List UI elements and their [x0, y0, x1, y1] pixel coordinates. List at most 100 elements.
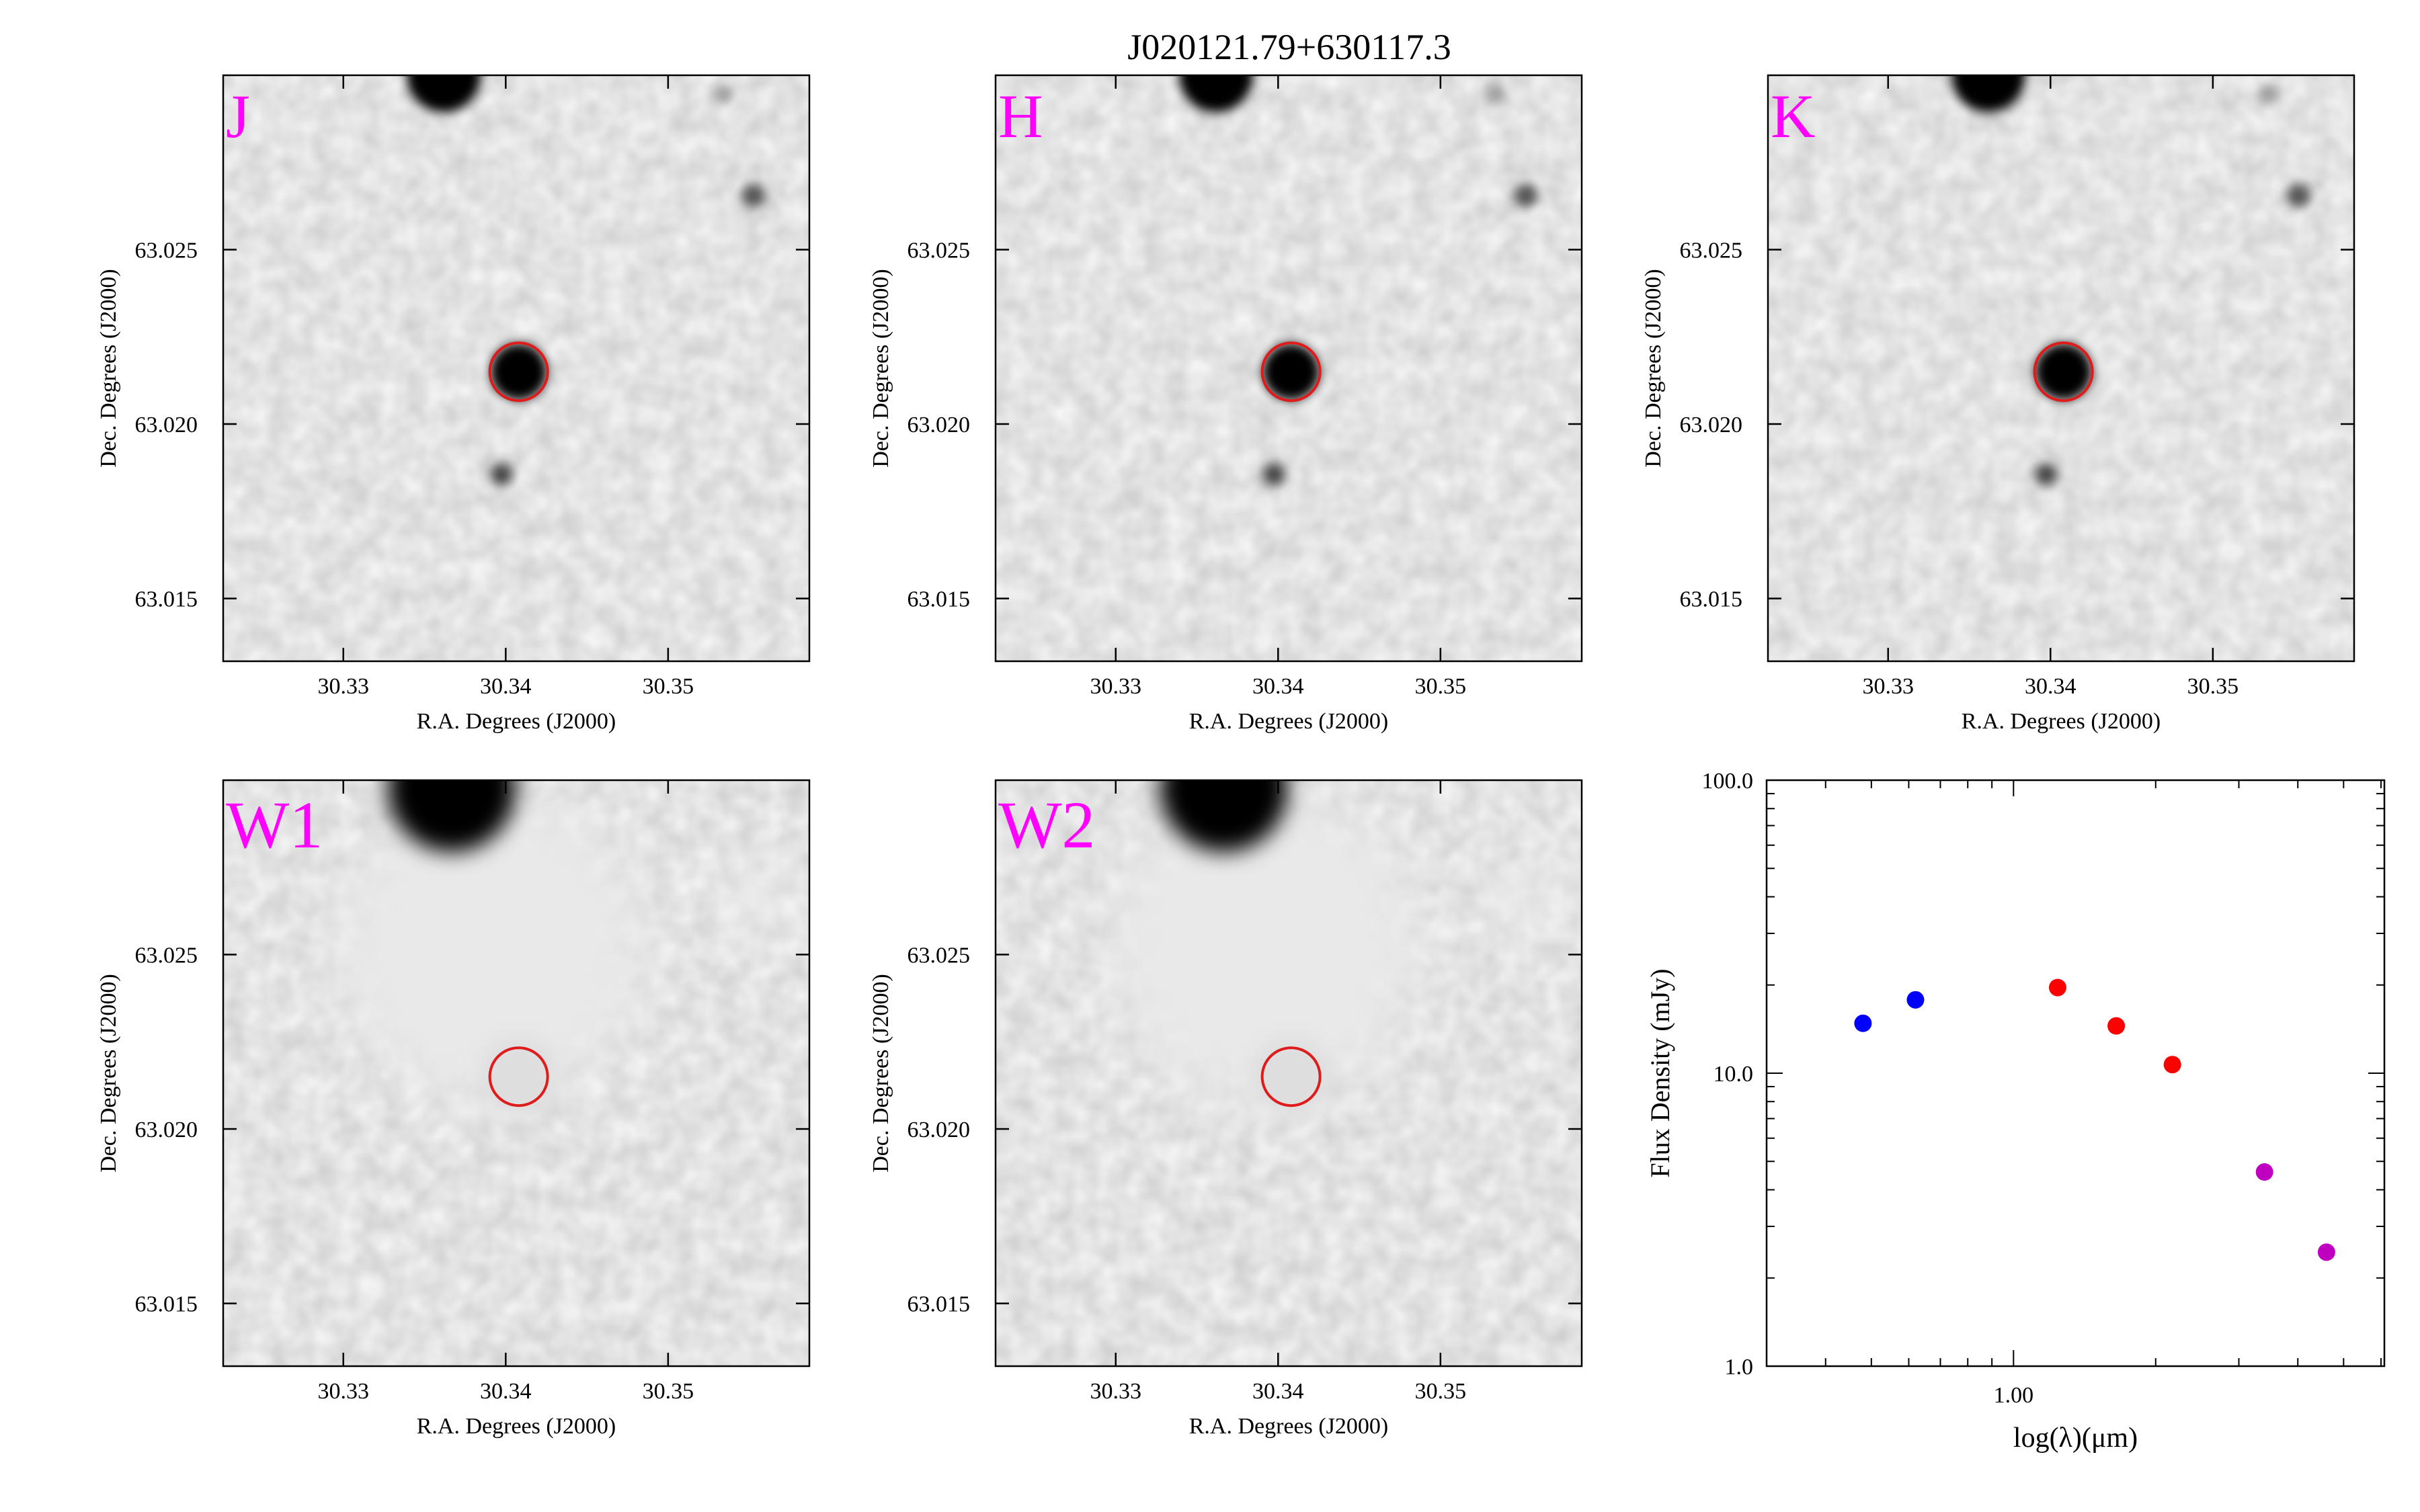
- data-point: [2317, 1243, 2335, 1261]
- x-axis-label: R.A. Degrees (J2000): [417, 1414, 616, 1439]
- x-axis-label: log(λ)(μm): [2013, 1423, 2138, 1454]
- x-tick-label: 1.00: [1994, 1383, 2034, 1408]
- star: [741, 183, 766, 208]
- x-tick-label: 30.35: [2187, 674, 2239, 699]
- data-point: [2107, 1017, 2126, 1035]
- faint-star: [714, 85, 733, 103]
- band-label: K: [1771, 82, 1815, 151]
- figure-title: J020121.79+630117.3: [1127, 27, 1451, 67]
- y-tick-label: 1.0: [1725, 1355, 1754, 1380]
- panel-frame: [1767, 74, 2355, 663]
- panel-h: 30.33 30.34 30.35 63.015 63.020 63.025 R.A. De…: [869, 74, 1583, 734]
- faint-star: [1897, 488, 1913, 504]
- x-tick-label: 30.33: [317, 1379, 369, 1404]
- aperture-circle: [1260, 341, 1322, 403]
- panel-j: 30.33 30.34 30.35 63.015 63.020 63.025 R.A. De…: [96, 74, 811, 734]
- y-axis-label: Dec. Degrees (J2000): [96, 269, 121, 468]
- sky-image: [996, 75, 1582, 661]
- sed-chart: 1.0 10.0 100.0 1.00 log(λ)(μm) Flux Density (…: [1645, 769, 2386, 1454]
- data-point: [1906, 991, 1925, 1009]
- y-tick-label: 63.020: [1680, 413, 1743, 437]
- bright-star: [1951, 75, 2025, 112]
- panel-k: 30.33 30.34 30.35 63.015 63.020 63.025 R.A. De…: [1641, 74, 2355, 734]
- band-label: H: [998, 82, 1043, 151]
- x-tick-label: 30.34: [2025, 674, 2076, 699]
- x-tick-label: 30.35: [643, 1379, 694, 1404]
- x-axis-label: R.A. Degrees (J2000): [1962, 709, 2161, 734]
- target-source: [1262, 343, 1320, 401]
- x-tick-label: 30.34: [1252, 1379, 1304, 1404]
- x-tick-label: 30.34: [480, 1379, 532, 1404]
- sky-image: [996, 780, 1582, 1366]
- x-axis-label: R.A. Degrees (J2000): [1189, 709, 1389, 734]
- y-axis-label: Dec. Degrees (J2000): [1641, 269, 1666, 468]
- x-axis-label: R.A. Degrees (J2000): [1189, 1414, 1389, 1439]
- faint-star: [2259, 85, 2277, 103]
- x-tick-label: 30.34: [1252, 674, 1304, 699]
- panel-frame: [994, 779, 1583, 1368]
- bright-star: [388, 780, 516, 852]
- sky-image: [223, 75, 809, 661]
- y-tick-label: 63.020: [908, 1118, 971, 1142]
- diffuse-halo: [337, 794, 647, 1103]
- bright-star: [1179, 75, 1253, 112]
- data-point: [2048, 978, 2066, 997]
- star: [2286, 183, 2310, 208]
- sky-image: [1768, 75, 2354, 661]
- chart-frame: [1765, 779, 2386, 1368]
- band-label: W1: [226, 788, 323, 862]
- aperture-circle: [2033, 341, 2094, 403]
- band-label: W2: [998, 788, 1095, 862]
- y-tick-label: 63.020: [135, 413, 198, 437]
- y-tick-label: 63.020: [908, 413, 971, 437]
- panel-frame: [994, 74, 1583, 663]
- faint-star: [352, 488, 368, 504]
- aperture-circle: [488, 341, 549, 403]
- y-tick-label: 63.015: [135, 1292, 198, 1317]
- y-tick-label: 63.025: [1680, 239, 1743, 263]
- faint-star: [1125, 488, 1141, 504]
- x-tick-label: 30.35: [1415, 1379, 1467, 1404]
- faint-star: [1490, 864, 1564, 938]
- x-tick-label: 30.33: [1090, 1379, 1141, 1404]
- y-tick-label: 63.025: [908, 943, 971, 968]
- bright-star: [407, 75, 481, 112]
- y-tick-label: 63.015: [1680, 587, 1743, 612]
- y-tick-label: 63.025: [135, 239, 198, 263]
- faint-star: [717, 864, 791, 938]
- image-panels: 30.33 30.34 30.35 63.015 63.020 63.025 R.A. De…: [96, 74, 2355, 1439]
- band-label: J: [226, 82, 250, 151]
- diffuse-halo: [1110, 794, 1419, 1103]
- y-axis-label: Flux Density (mJy): [1645, 968, 1675, 1177]
- y-tick-label: 63.025: [908, 239, 971, 263]
- x-tick-label: 30.33: [1862, 674, 1914, 699]
- y-tick-label: 63.020: [135, 1118, 198, 1142]
- bright-star: [1160, 780, 1288, 852]
- x-tick-label: 30.33: [317, 674, 369, 699]
- y-tick-label: 63.015: [135, 587, 198, 612]
- aperture-circle: [1260, 1046, 1322, 1107]
- star: [1514, 183, 1538, 208]
- star: [2035, 463, 2058, 486]
- panel-frame: [222, 74, 811, 663]
- y-axis-label: Dec. Degrees (J2000): [96, 974, 121, 1173]
- star: [490, 463, 513, 486]
- y-tick-label: 63.015: [908, 1292, 971, 1317]
- y-tick-label: 10.0: [1713, 1062, 1754, 1087]
- data-point: [2255, 1163, 2273, 1181]
- data-point: [1854, 1014, 1872, 1032]
- y-axis-label: Dec. Degrees (J2000): [869, 269, 893, 468]
- panel-frame: [222, 779, 811, 1368]
- y-tick-label: 100.0: [1702, 769, 1754, 794]
- x-tick-label: 30.35: [1415, 674, 1467, 699]
- target-source: [2035, 343, 2092, 401]
- faint-star: [1486, 85, 1505, 103]
- data-point: [2163, 1056, 2181, 1074]
- y-axis-label: Dec. Degrees (J2000): [869, 974, 893, 1173]
- aperture-circle: [488, 1046, 549, 1107]
- star: [1262, 463, 1285, 486]
- x-tick-label: 30.34: [480, 674, 532, 699]
- x-tick-label: 30.35: [643, 674, 694, 699]
- x-axis-label: R.A. Degrees (J2000): [417, 709, 616, 734]
